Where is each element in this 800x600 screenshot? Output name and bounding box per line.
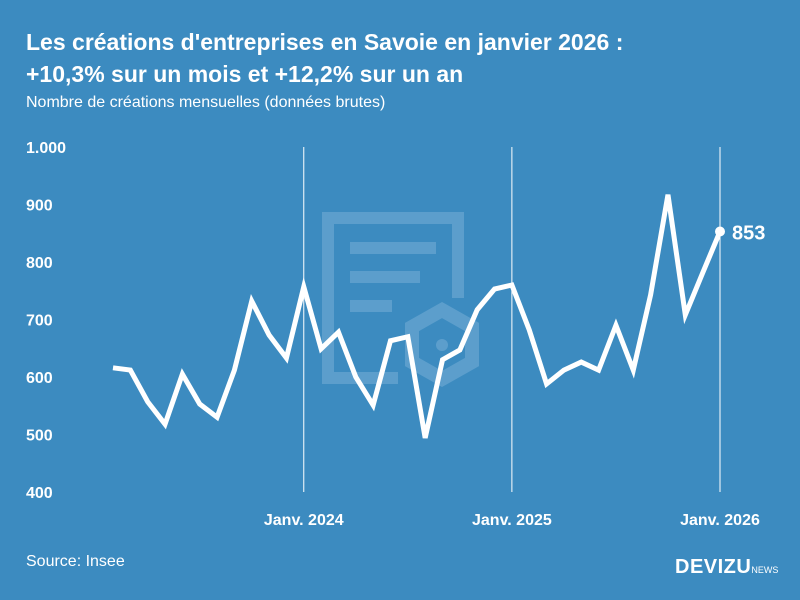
x-tick-label: Janv. 2025	[472, 512, 552, 529]
series-line	[112, 194, 723, 439]
y-tick-label: 500	[26, 428, 53, 445]
title-line-2: +10,3% sur un mois et +12,2% sur un an	[26, 61, 464, 87]
chart-title: Les créations d'entreprises en Savoie en…	[26, 26, 786, 90]
devizu-logo: DEVIZUNEWS	[675, 556, 779, 578]
chart-subtitle: Nombre de créations mensuelles (données …	[26, 94, 386, 111]
y-tick-label: 600	[26, 370, 53, 387]
y-tick-label: 700	[26, 313, 53, 330]
source-note: Source: Insee	[26, 553, 125, 570]
y-tick-label: 900	[26, 198, 53, 215]
x-tick-label: Janv. 2024	[264, 512, 344, 529]
y-tick-label: 400	[26, 485, 53, 502]
y-tick-label: 800	[26, 255, 53, 272]
x-tick-label: Janv. 2026	[680, 512, 760, 529]
last-value-label: 853	[732, 223, 765, 245]
y-tick-label: 1.000	[26, 140, 66, 157]
title-line-1: Les créations d'entreprises en Savoie en…	[26, 29, 624, 55]
last-point-marker	[715, 226, 725, 237]
